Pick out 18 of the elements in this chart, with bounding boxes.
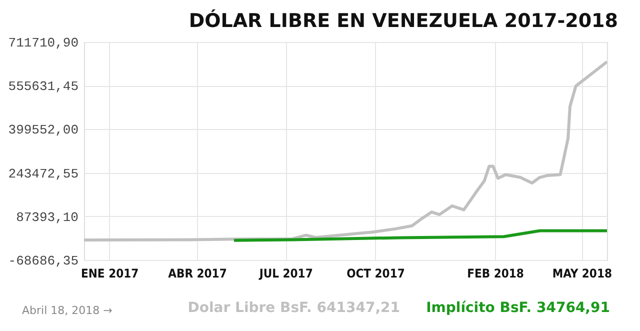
line-series — [232, 229, 607, 242]
y-tick-label: 87393,10 — [16, 210, 78, 225]
y-tick-label: 555631,45 — [8, 79, 78, 94]
chart-title: DÓLAR LIBRE EN VENEZUELA 2017-2018 — [188, 10, 618, 32]
x-tick-label: JUL 2017 — [258, 266, 313, 280]
x-tick-label: FEB 2018 — [467, 266, 524, 280]
y-tick-label: 399552,00 — [8, 122, 78, 138]
line-series — [84, 60, 607, 242]
x-tick-label: MAY 2018 — [552, 266, 612, 280]
y-tick-label: -68686,35 — [8, 254, 78, 268]
x-tick-label: OCT 2017 — [346, 266, 405, 280]
x-tick-label: ENE 2017 — [81, 266, 139, 280]
y-tick-label: 711710,90 — [8, 36, 78, 50]
x-tick-label: ABR 2017 — [168, 266, 227, 280]
text: Abril 18, 2018 → — [22, 304, 112, 317]
text: Dolar Libre BsF. 641347,21 — [188, 300, 400, 316]
y-tick-label: 243472,55 — [8, 166, 78, 182]
text: Implícito BsF. 34764,91 — [426, 300, 610, 316]
